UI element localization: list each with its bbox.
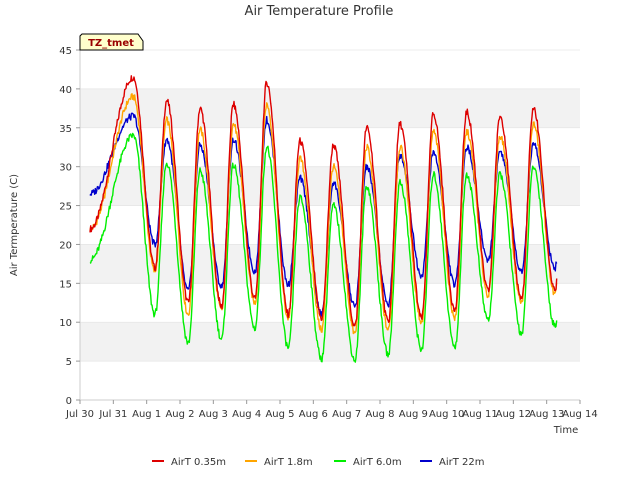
- x-tick-label: Jul 30: [65, 409, 94, 420]
- y-axis-label: Air Termperature (C): [9, 174, 20, 276]
- legend: AirT 0.35m AirT 1.8m AirT 6.0m AirT 22m: [152, 457, 484, 468]
- y-tick-label: 35: [59, 124, 72, 135]
- x-tick-label: Aug 4: [232, 409, 261, 420]
- x-tick-label: Aug 10: [429, 409, 464, 420]
- x-ticks: Jul 30 Jul 31 Aug 1 Aug 2 Aug 3 Aug 4 Aug 5 Aug…: [65, 400, 598, 420]
- grid-band: [80, 88, 580, 128]
- x-tick-label: Aug 6: [299, 409, 328, 420]
- legend-label: AirT 0.35m: [171, 457, 226, 468]
- legend-label: AirT 22m: [439, 457, 484, 468]
- tz-badge: TZ_tmet: [79, 33, 144, 51]
- x-tick-label: Jul 31: [98, 409, 127, 420]
- series-line: [89, 132, 558, 363]
- x-tick-label: Aug 13: [529, 409, 564, 420]
- x-tick-label: Aug 3: [199, 409, 228, 420]
- y-tick-label: 0: [66, 396, 72, 407]
- x-tick-label: Aug 14: [562, 409, 597, 420]
- x-tick-label: Aug 2: [165, 409, 194, 420]
- x-tick-label: Aug 1: [132, 409, 161, 420]
- legend-label: AirT 6.0m: [353, 457, 402, 468]
- series-line: [89, 75, 558, 327]
- y-tick-label: 25: [59, 202, 72, 213]
- x-tick-label: Aug 9: [399, 409, 428, 420]
- y-ticks: 0 5 10 15 20 25 30 35 40 45: [59, 46, 80, 407]
- x-tick-label: Aug 12: [496, 409, 531, 420]
- y-tick-label: 10: [59, 318, 72, 329]
- x-tick-label: Aug 8: [365, 409, 394, 420]
- y-tick-label: 20: [59, 240, 72, 251]
- y-tick-label: 30: [59, 163, 72, 174]
- axes: [79, 50, 580, 401]
- tz-badge-label: TZ_tmet: [88, 38, 134, 49]
- x-axis-label: Time: [553, 425, 578, 436]
- y-tick-label: 15: [59, 279, 72, 290]
- x-tick-label: Aug 11: [462, 409, 497, 420]
- y-tick-label: 40: [59, 85, 72, 96]
- grid-band: [80, 322, 580, 362]
- legend-label: AirT 1.8m: [264, 457, 313, 468]
- chart-title: Air Temperature Profile: [245, 4, 394, 19]
- y-tick-label: 5: [66, 357, 72, 368]
- y-tick-label: 45: [59, 46, 72, 57]
- grid-band: [80, 244, 580, 284]
- series-lines: [89, 75, 558, 363]
- x-tick-label: Aug 5: [265, 409, 294, 420]
- x-tick-label: Aug 7: [332, 409, 361, 420]
